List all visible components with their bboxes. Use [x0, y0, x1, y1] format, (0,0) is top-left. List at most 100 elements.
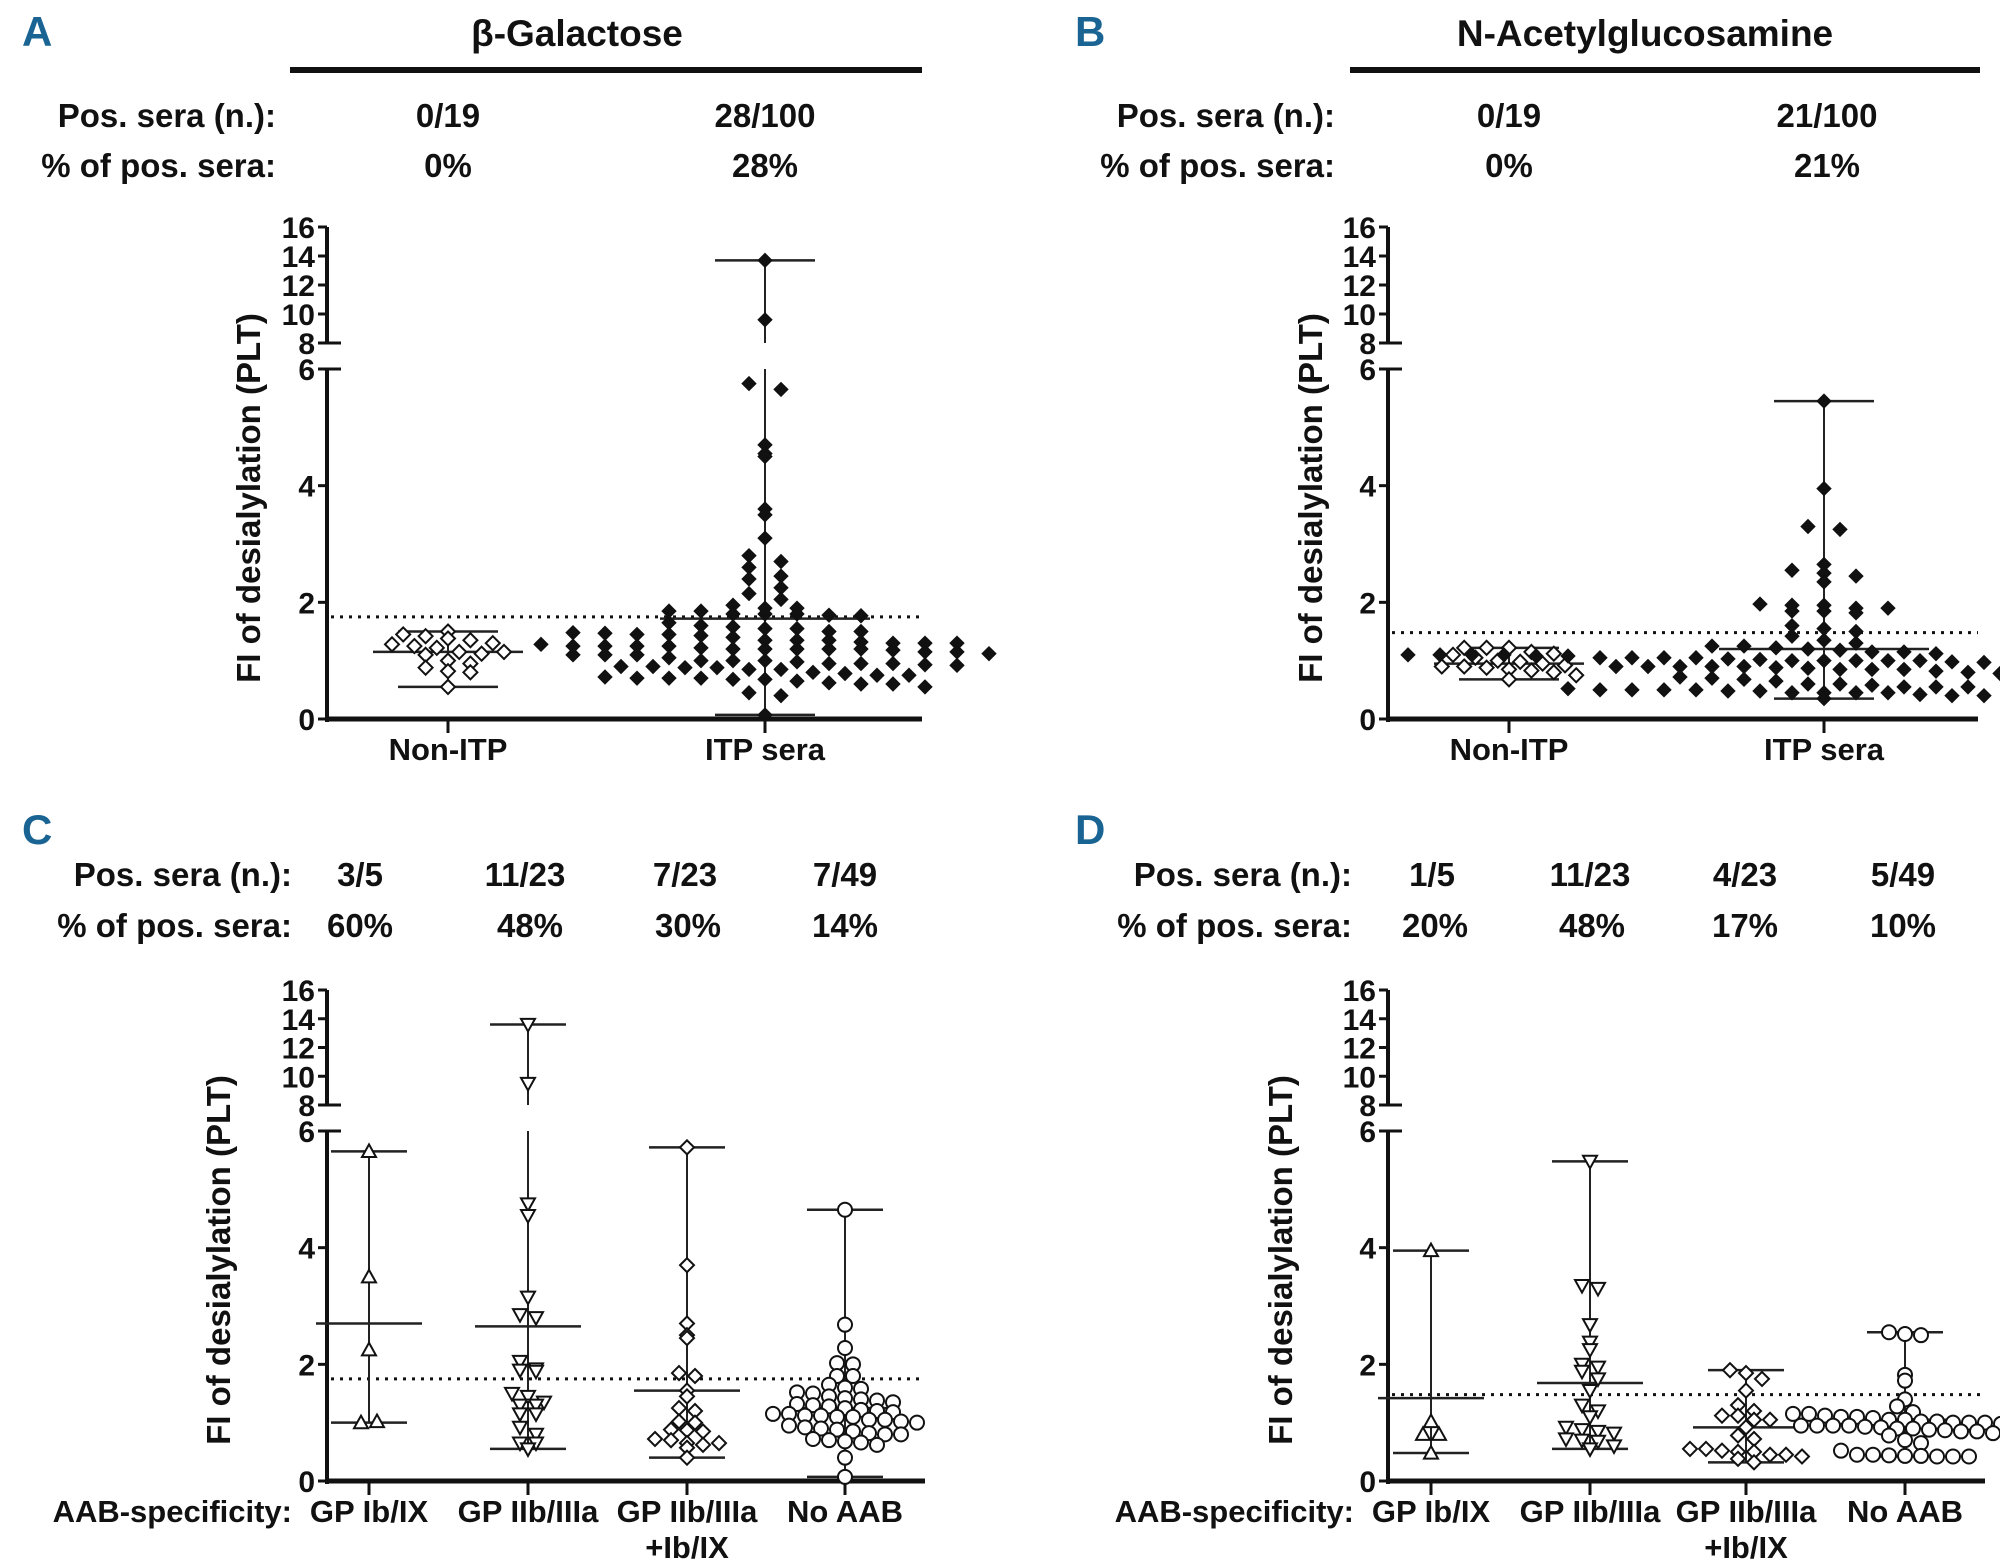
data-point: [417, 627, 435, 645]
data-point: [1592, 650, 1608, 666]
data-point: [1500, 670, 1518, 688]
data-point: [1880, 652, 1896, 669]
data-point: [1422, 1412, 1440, 1429]
data-point: [1833, 1442, 1849, 1459]
y-tick-label: 6: [298, 1116, 315, 1149]
data-point: [1793, 1417, 1809, 1434]
data-point: [885, 655, 901, 672]
data-point: [1656, 682, 1672, 698]
data-point: [1422, 1241, 1440, 1258]
data-point: [821, 607, 837, 623]
data-point: [352, 1413, 370, 1430]
data-point: [1511, 653, 1529, 671]
data-point: [805, 664, 821, 681]
stat-label-pos-sera-c: Pos. sera (n.):: [74, 856, 292, 893]
data-point: [1793, 1448, 1811, 1465]
data-point: [869, 1436, 885, 1453]
data-point: [511, 1407, 529, 1423]
data-point: [1800, 641, 1816, 657]
pct-pos-value: 10%: [1870, 907, 1936, 944]
data-point: [1640, 658, 1656, 675]
data-point: [1816, 652, 1832, 669]
data-point: [511, 1308, 529, 1324]
y-tick-label: 4: [1359, 471, 1376, 504]
data-point: [1688, 650, 1704, 666]
data-point: [1784, 628, 1800, 644]
data-point: [1816, 393, 1832, 409]
data-point: [1777, 1446, 1795, 1464]
data-point: [909, 1414, 925, 1431]
data-point: [678, 1329, 696, 1347]
data-point: [439, 630, 457, 647]
pos-sera-value: 4/23: [1713, 856, 1777, 893]
data-point: [837, 1449, 853, 1466]
data-point: [1905, 1420, 1921, 1437]
data-point: [1816, 603, 1832, 619]
data-point: [565, 647, 581, 663]
y-tick-label: 2: [298, 1349, 315, 1382]
y-tick-label: 8: [298, 328, 315, 361]
y-tick-label: 2: [1359, 1349, 1376, 1382]
data-point: [360, 1340, 378, 1357]
data-point: [885, 676, 901, 692]
data-point: [1816, 574, 1832, 590]
y-tick-label: 10: [282, 299, 315, 332]
pos-sera-value: 7/49: [813, 856, 877, 893]
data-point: [1768, 659, 1784, 676]
data-point: [821, 675, 837, 691]
data-point: [1832, 676, 1848, 692]
data-point: [789, 641, 805, 657]
data-point: [757, 707, 773, 723]
data-point: [1704, 670, 1720, 686]
data-point: [1976, 654, 1992, 671]
stat-label-pos-sera-a: Pos. sera (n.):: [58, 97, 276, 134]
data-point: [821, 641, 837, 657]
data-point: [789, 673, 805, 689]
y-tick-label: 0: [298, 704, 315, 737]
data-point: [670, 1364, 688, 1382]
data-point: [1720, 651, 1736, 667]
data-point: [519, 1208, 537, 1225]
category-label: GP IIb/IIIa: [1676, 1494, 1817, 1529]
y-axis-label-d: FI of desialylation (PLT): [1262, 1075, 1299, 1445]
data-point: [1704, 638, 1720, 654]
y-tick-label: 8: [1359, 328, 1376, 361]
data-point: [773, 381, 789, 398]
data-point: [1897, 1326, 1913, 1342]
data-point: [484, 634, 502, 652]
data-point: [1729, 1450, 1747, 1468]
data-point: [1976, 687, 1992, 704]
category-label: GP IIb/IIIa: [458, 1494, 599, 1529]
data-point: [1581, 1343, 1599, 1359]
y-tick-label: 2: [298, 587, 315, 620]
data-point: [813, 1420, 829, 1437]
data-point: [1848, 635, 1864, 651]
category-label: GP Ib/IX: [310, 1494, 429, 1529]
data-point: [853, 655, 869, 672]
data-point: [1464, 647, 1480, 663]
data-point: [797, 1419, 813, 1436]
data-point: [511, 1363, 529, 1380]
data-point: [1560, 680, 1576, 697]
panel-letter-d: D: [1075, 806, 1105, 853]
y-tick-label: 6: [1359, 354, 1376, 387]
data-point: [1784, 562, 1800, 578]
data-point: [1832, 661, 1848, 678]
data-point: [1896, 661, 1912, 678]
data-point: [725, 671, 741, 688]
data-point: [527, 1427, 545, 1444]
data-point: [773, 591, 789, 608]
y-tick-label: 14: [282, 1004, 316, 1037]
data-point: [1864, 661, 1880, 678]
data-point: [1573, 1423, 1591, 1439]
panel-c: C Pos. sera (n.): % of pos. sera: 3/5 11…: [22, 806, 925, 1560]
data-point: [613, 658, 629, 675]
category-label: GP IIb/IIIa: [1520, 1494, 1661, 1529]
category-label: GP IIb/IIIa: [617, 1494, 758, 1529]
data-point: [1896, 679, 1912, 695]
data-point: [805, 1397, 821, 1414]
data-point: [1721, 1361, 1739, 1379]
